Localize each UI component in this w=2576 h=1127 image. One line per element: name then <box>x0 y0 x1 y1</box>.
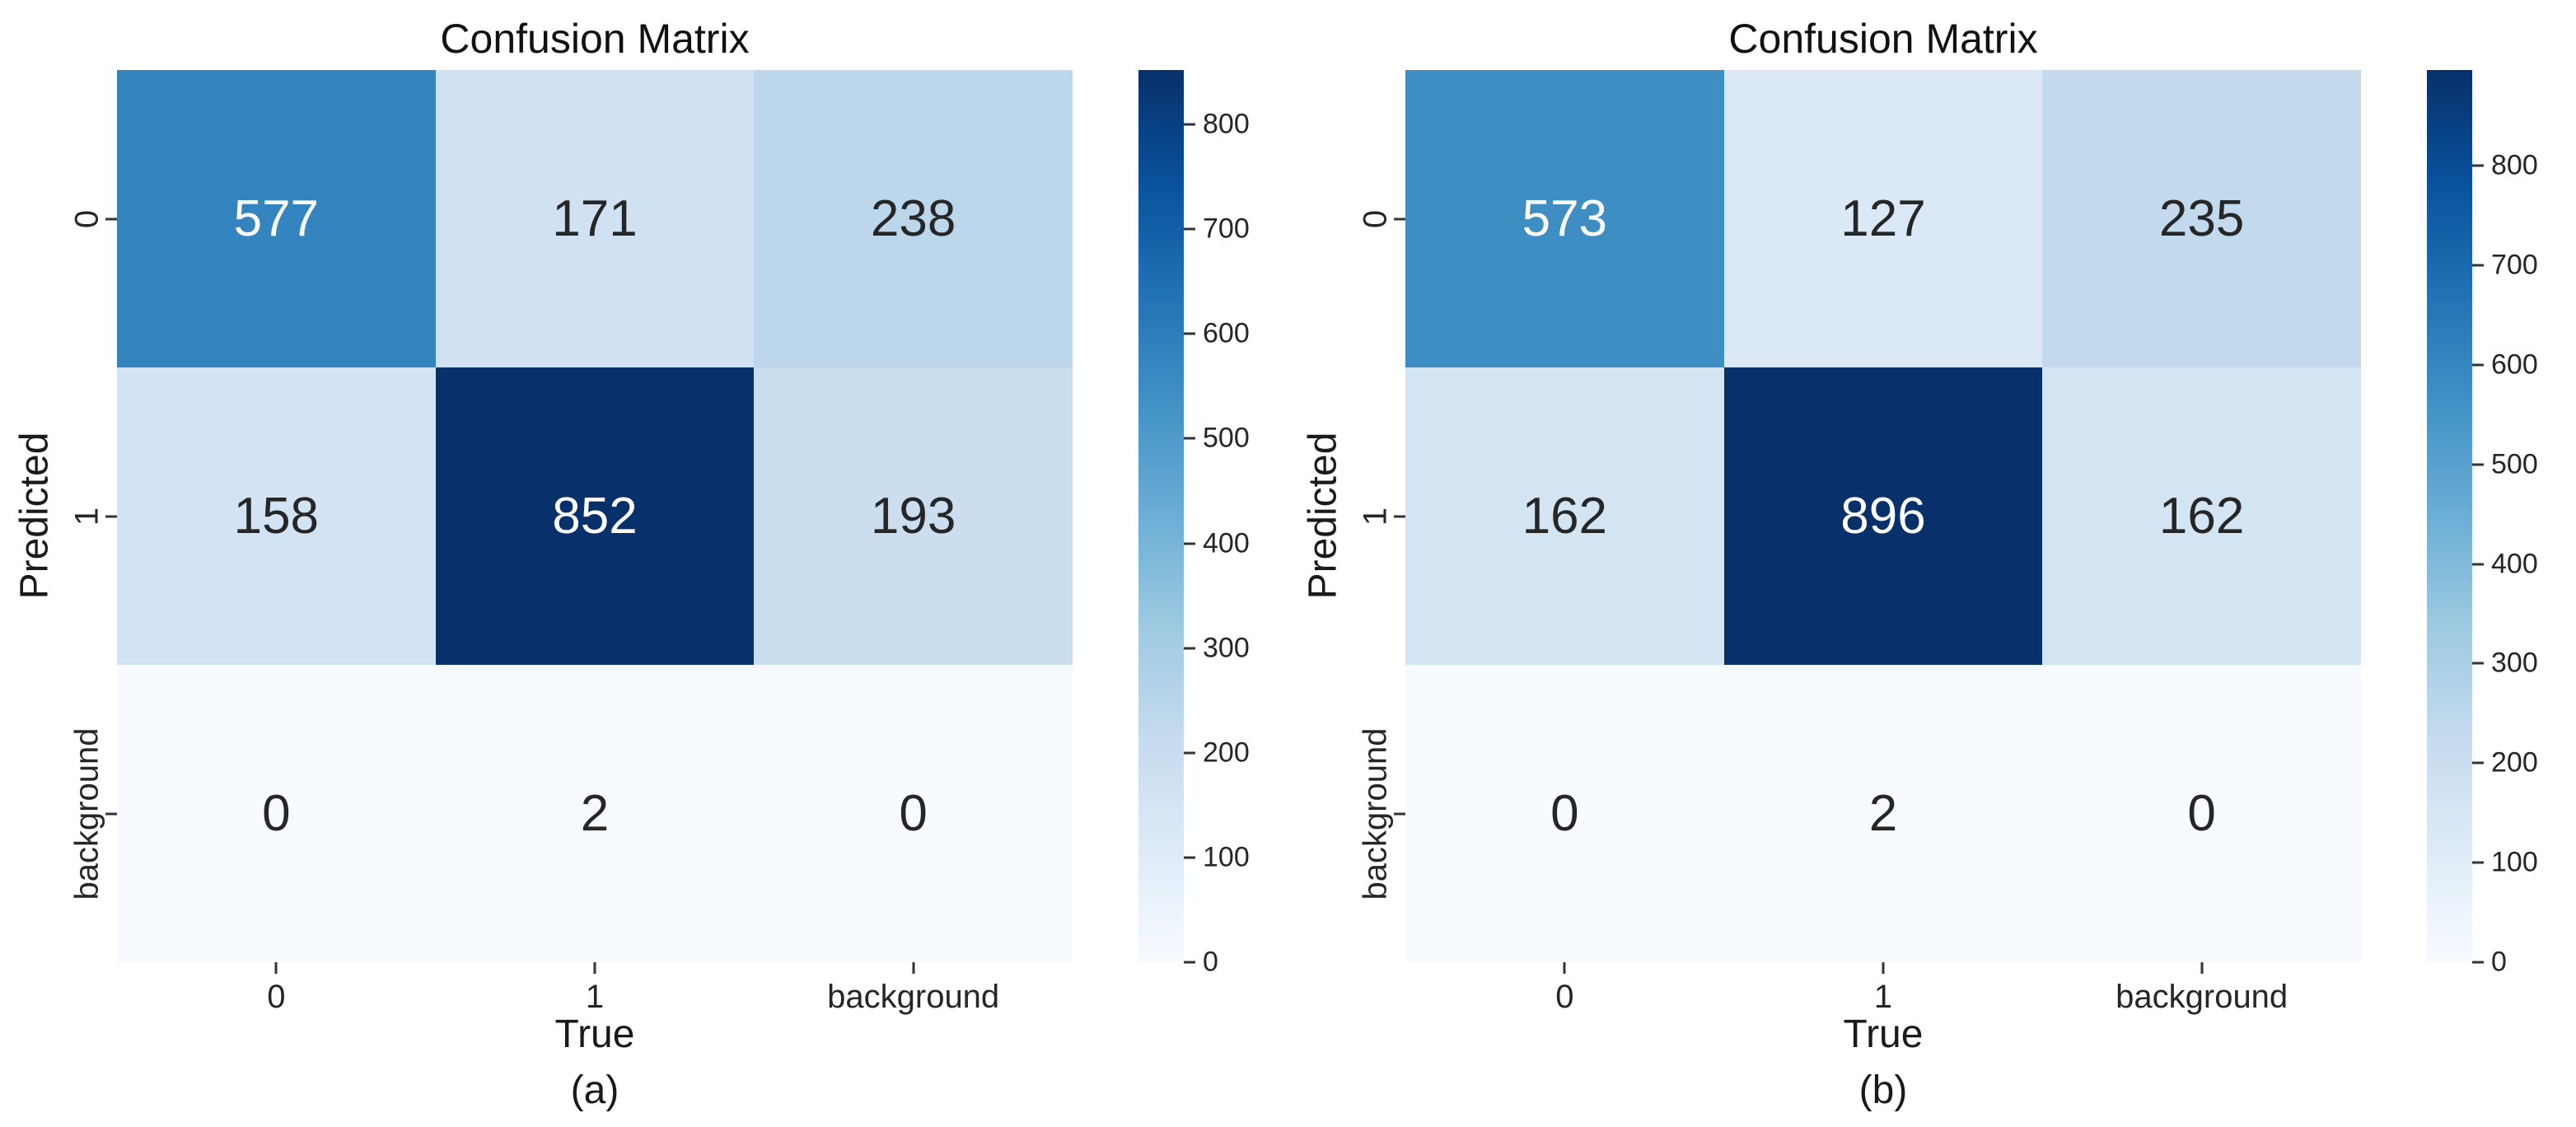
colorbar-tick-mark <box>1184 437 1195 440</box>
colorbar-tick-mark <box>1184 542 1195 545</box>
x-tick-mark <box>1882 962 1885 974</box>
colorbar-tick-mark <box>2472 164 2484 167</box>
colorbar-tick-label: 100 <box>2491 846 2538 878</box>
colorbar-tick-label: 200 <box>1203 737 1250 769</box>
x-axis-label: True <box>554 1012 635 1056</box>
colorbar-tick-label: 100 <box>1203 841 1250 873</box>
x-tick-label: 0 <box>267 979 286 1015</box>
colorbar-tick-mark <box>2472 264 2484 267</box>
x-tick-label: 0 <box>1555 979 1574 1015</box>
colorbar-tick-mark <box>2472 861 2484 864</box>
colorbar-tick-mark <box>1184 647 1195 650</box>
colorbar-tick-mark <box>1184 961 1195 964</box>
heatmap-cell: 162 <box>1405 367 1724 665</box>
colorbar <box>1138 70 1184 962</box>
colorbar-tick-label: 600 <box>1203 317 1250 349</box>
subplot-caption: (a) <box>570 1069 619 1112</box>
y-tick-mark <box>1394 515 1405 517</box>
heatmap-cell: 2 <box>435 665 755 962</box>
heatmap-cell: 852 <box>435 367 755 665</box>
heatmap-cell: 235 <box>2042 70 2361 367</box>
y-tick-mark <box>105 812 117 815</box>
heatmap-cell: 171 <box>435 70 755 367</box>
colorbar-tick-mark <box>2472 363 2484 367</box>
y-axis-label: Predicted <box>1301 432 1345 600</box>
colorbar-tick-label: 200 <box>2491 746 2538 779</box>
y-axis-label: Predicted <box>12 432 57 600</box>
heatmap: 573 127 235 162 896 162 0 2 0 <box>1405 70 2361 962</box>
heatmap-cell: 2 <box>1723 665 2043 962</box>
heatmap-cell: 0 <box>117 665 436 962</box>
heatmap: 577 171 238 158 852 193 0 2 0 <box>117 70 1073 962</box>
y-tick-label: 1 <box>68 507 105 526</box>
colorbar-tick-label: 500 <box>1203 422 1250 454</box>
y-tick-label: 1 <box>1357 507 1394 526</box>
colorbar-tick-mark <box>1184 332 1195 335</box>
x-tick-mark <box>1563 962 1566 974</box>
colorbar-tick-label: 0 <box>2491 946 2507 978</box>
y-tick-mark <box>1394 217 1405 220</box>
colorbar-tick-mark <box>1184 751 1195 755</box>
x-tick-label: background <box>2115 979 2288 1015</box>
x-tick-mark <box>274 962 278 974</box>
confusion-matrix-figure-b: Confusion Matrix Predicted 573 127 235 162 8… <box>1288 0 2576 1127</box>
y-tick-label: 0 <box>68 209 105 228</box>
colorbar-tick-mark <box>2472 961 2484 964</box>
colorbar-tick-mark <box>2472 761 2484 765</box>
y-tick-mark <box>105 515 117 517</box>
heatmap-cell: 573 <box>1405 70 1724 367</box>
y-tick-label: 0 <box>1357 209 1394 228</box>
colorbar-tick-label: 400 <box>2491 548 2538 580</box>
subplot-caption: (b) <box>1858 1069 1908 1112</box>
x-axis-label: True <box>1843 1012 1924 1056</box>
colorbar-tick-mark <box>2472 463 2484 466</box>
colorbar-tick-label: 700 <box>1203 213 1250 245</box>
x-tick-mark <box>912 962 915 974</box>
colorbar-tick-label: 300 <box>2491 647 2538 679</box>
heatmap-cell: 896 <box>1723 367 2043 665</box>
colorbar-tick-label: 0 <box>1203 946 1218 978</box>
colorbar-tick-label: 800 <box>2491 149 2538 181</box>
chart-title: Confusion Matrix <box>440 16 750 62</box>
colorbar-tick-label: 700 <box>2491 249 2538 281</box>
colorbar-tick-mark <box>1184 123 1195 126</box>
colorbar-tick-mark <box>2472 563 2484 566</box>
heatmap-cell: 0 <box>1405 665 1724 962</box>
x-tick-mark <box>593 962 596 974</box>
heatmap-cell: 127 <box>1723 70 2043 367</box>
colorbar-tick-mark <box>2472 662 2484 665</box>
colorbar-tick-mark <box>1184 227 1195 231</box>
colorbar-tick-label: 300 <box>1203 632 1250 664</box>
y-tick-mark <box>105 217 117 220</box>
heatmap-cell: 158 <box>117 367 436 665</box>
y-tick-label: background <box>1357 727 1394 900</box>
x-tick-mark <box>2200 962 2204 974</box>
colorbar-tick-label: 800 <box>1203 108 1250 140</box>
heatmap-cell: 162 <box>2042 367 2361 665</box>
chart-title: Confusion Matrix <box>1728 16 2038 62</box>
confusion-matrix-figure-a: Confusion Matrix Predicted 577 171 238 158 8… <box>12 16 1250 1112</box>
heatmap-cell: 577 <box>117 70 436 367</box>
heatmap-cell: 238 <box>754 70 1073 367</box>
x-tick-label: 1 <box>1873 979 1893 1015</box>
x-tick-label: background <box>827 979 1000 1015</box>
colorbar <box>2427 70 2472 962</box>
y-tick-mark <box>1394 812 1405 815</box>
colorbar-tick-label: 400 <box>1203 527 1250 559</box>
x-tick-label: 1 <box>585 979 605 1015</box>
colorbar-tick-label: 600 <box>2491 348 2538 381</box>
heatmap-cell: 193 <box>754 367 1073 665</box>
y-tick-label: background <box>68 727 105 900</box>
colorbar-tick-mark <box>1184 856 1195 859</box>
colorbar-tick-label: 500 <box>2491 448 2538 480</box>
heatmap-cell: 0 <box>2042 665 2361 962</box>
heatmap-cell: 0 <box>754 665 1073 962</box>
